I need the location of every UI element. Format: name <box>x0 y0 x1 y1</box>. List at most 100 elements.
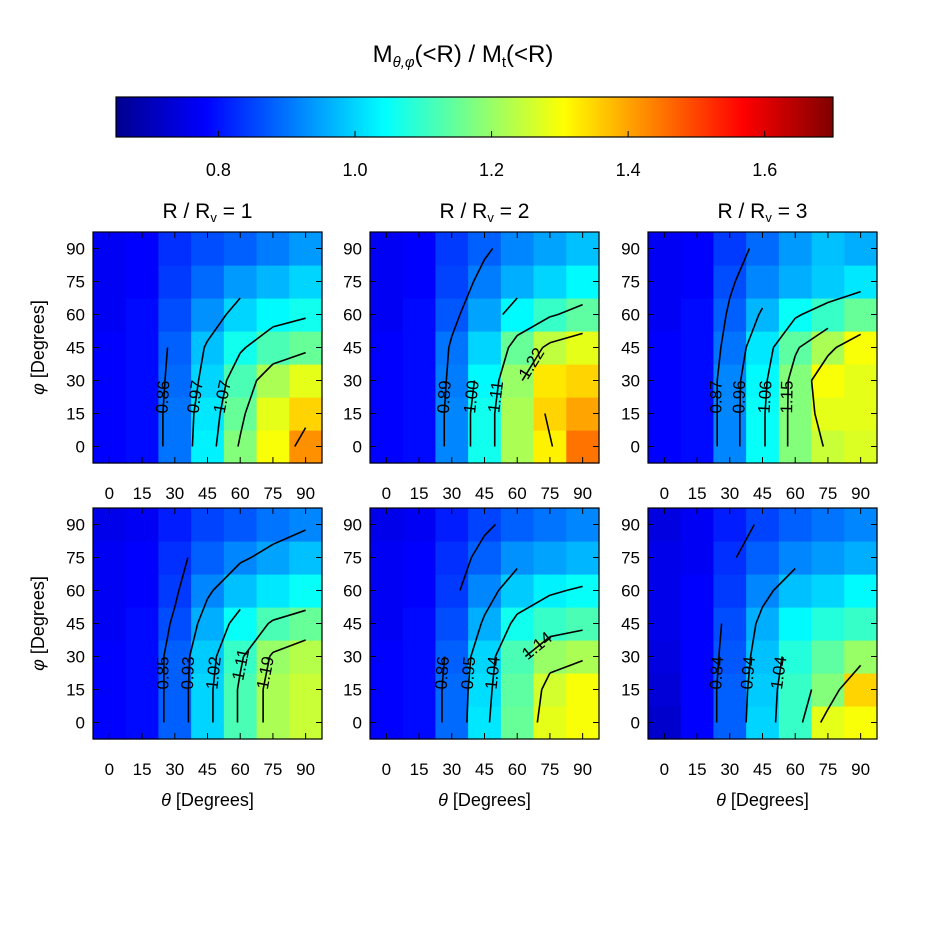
x-tick-label: 30 <box>442 484 461 503</box>
x-tick-label: 15 <box>410 760 429 779</box>
y-tick-label: 15 <box>66 405 85 424</box>
contour-line <box>193 380 200 414</box>
y-tick-label: 0 <box>76 438 85 457</box>
contour-line <box>256 363 274 382</box>
heatmap-cell <box>500 265 535 299</box>
contour-line <box>441 656 446 690</box>
chart-title-part: M <box>373 41 393 68</box>
y-tick-label: 30 <box>66 648 85 667</box>
heatmap-cell <box>223 574 258 608</box>
contour-line <box>761 590 775 608</box>
y-tick-label: 45 <box>66 615 85 634</box>
heatmap-cell <box>778 331 813 365</box>
heatmap-cell <box>746 265 780 299</box>
contour-line <box>239 413 247 436</box>
contour-line <box>494 623 512 657</box>
x-tick-label: 60 <box>231 760 250 779</box>
contour-line <box>472 259 486 282</box>
heatmap-cell <box>533 298 567 332</box>
contour-line <box>827 346 837 357</box>
contour-label: 0.84 <box>706 656 727 690</box>
y-tick-label: 75 <box>621 273 640 292</box>
contour-label: 0.94 <box>737 656 759 691</box>
contour-line <box>236 672 242 690</box>
contour-label: 0.85 <box>153 656 172 689</box>
heatmap-cell <box>746 397 780 431</box>
heatmap-cell <box>680 607 715 641</box>
y-tick-label: 0 <box>76 714 85 733</box>
heatmap-cell <box>468 541 502 575</box>
heatmap-cell <box>746 364 780 398</box>
x-tick-label: 90 <box>296 484 315 503</box>
heatmap-cell <box>746 607 780 641</box>
heatmap-cell <box>125 574 160 608</box>
heatmap-cell <box>256 640 290 674</box>
heatmap-cell <box>468 574 502 608</box>
x-axis-label-part: θ <box>161 790 171 810</box>
heatmap-cell <box>533 541 567 575</box>
y-tick-label: 75 <box>66 273 85 292</box>
contour-line <box>239 656 245 674</box>
contour-line <box>225 352 241 381</box>
contour-line <box>766 347 775 381</box>
contour-line <box>718 623 723 657</box>
panel: 0.85 0.93 1.02 1.11 1.190 15 30 45 60 75 900153045… <box>66 507 323 779</box>
contour-line <box>488 689 493 723</box>
contour-line <box>187 656 191 690</box>
heatmap-cell <box>402 607 437 641</box>
heatmap-cell <box>713 541 747 575</box>
heatmap-cell <box>256 397 290 431</box>
heatmap-cell <box>746 673 780 707</box>
contour-line <box>827 689 841 710</box>
heatmap-cell <box>191 607 225 641</box>
heatmap-cell <box>500 397 535 431</box>
contour-line <box>237 435 241 447</box>
contour-label: 0.89 <box>434 380 455 414</box>
contour-line <box>203 340 209 348</box>
x-tick-label: 90 <box>573 760 592 779</box>
contour-label: 0.93 <box>178 656 198 690</box>
y-tick-label: 45 <box>66 339 85 358</box>
x-tick-label: 0 <box>382 760 391 779</box>
contour-line <box>164 347 169 381</box>
panel-title-part: = 1 <box>217 200 253 223</box>
heatmap-cell <box>435 541 469 575</box>
y-tick-label: 60 <box>343 306 362 325</box>
y-axis-label-part: φ <box>28 383 48 395</box>
y-tick-label: 30 <box>66 372 85 391</box>
contour-line <box>787 355 796 381</box>
y-axis-label: φ [Degrees] <box>28 576 48 671</box>
heatmap-cell <box>125 298 160 332</box>
panel-title-part: v <box>487 210 494 225</box>
contour-line <box>549 313 559 318</box>
heatmap-cell <box>256 574 290 608</box>
panel-title-part: R / R <box>163 200 211 223</box>
x-axis-label-part: [Degrees] <box>726 790 809 810</box>
y-tick-label: 45 <box>621 339 640 358</box>
contour-line <box>819 708 829 723</box>
heatmap-cell <box>533 364 567 398</box>
y-tick-label: 90 <box>66 516 85 535</box>
chart-title-part: θ,φ <box>393 55 415 71</box>
heatmap-cell <box>402 673 437 707</box>
x-tick-label: 75 <box>263 760 282 779</box>
y-tick-label: 0 <box>631 714 640 733</box>
contour-line <box>745 689 749 723</box>
heatmap-cell <box>713 574 747 608</box>
heatmap-cell <box>435 364 469 398</box>
contour-line <box>219 380 228 414</box>
heatmap-cell <box>191 265 225 299</box>
heatmap-cell <box>680 364 715 398</box>
x-tick-label: 60 <box>786 484 805 503</box>
x-tick-label: 15 <box>688 484 707 503</box>
heatmap-cell <box>402 265 437 299</box>
contour-line <box>541 672 551 690</box>
contour-line <box>746 656 752 690</box>
heatmap-cell <box>158 331 192 365</box>
colorbar <box>115 96 834 138</box>
heatmap-cell <box>533 265 567 299</box>
heatmap-cell <box>435 607 469 641</box>
contour-line <box>239 346 247 354</box>
panel: 0.84 0.94 1.04 0 15 30 45 60 75 90 0 15 30 45 60 75 90 <box>621 507 878 779</box>
